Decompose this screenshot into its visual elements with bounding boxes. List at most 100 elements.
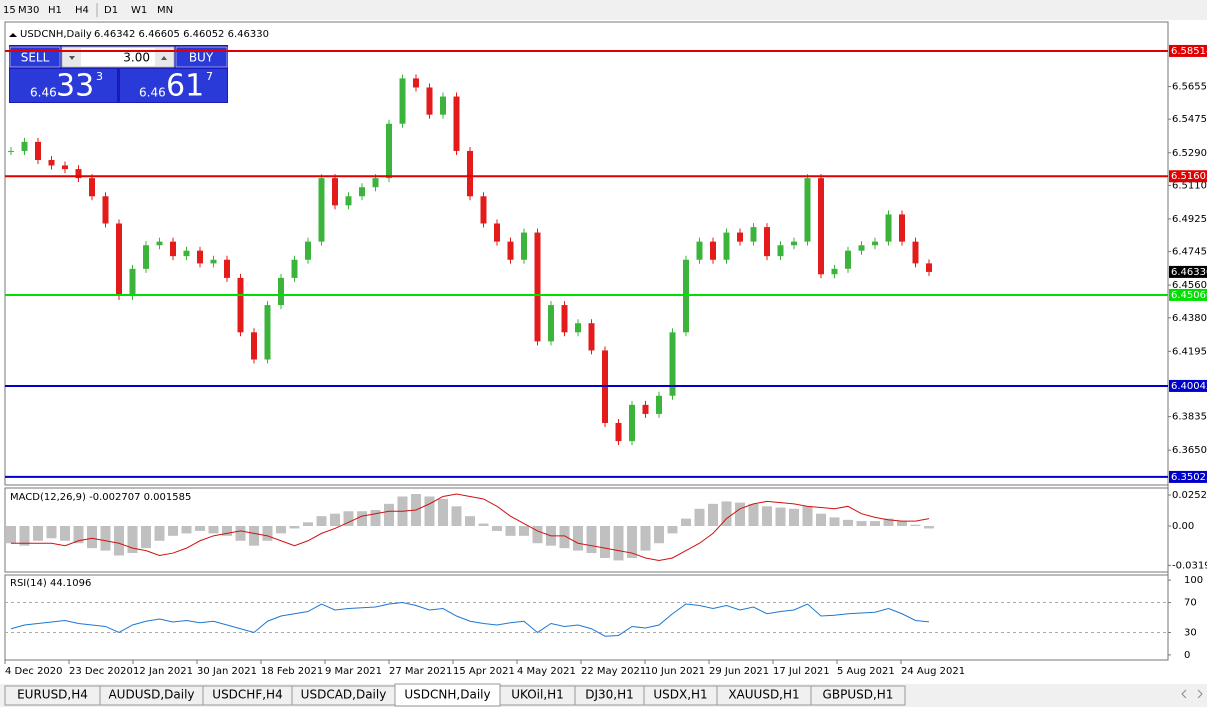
timeframe-button[interactable]: H4: [75, 5, 89, 16]
tab-label[interactable]: EURUSD,H4: [17, 688, 88, 702]
tab-label[interactable]: GBPUSD,H1: [823, 688, 894, 702]
timeframe-button[interactable]: 15: [3, 5, 16, 16]
macd-bar: [181, 526, 192, 534]
tab-label[interactable]: XAUUSD,H1: [728, 688, 799, 702]
macd-bar: [195, 526, 205, 531]
macd-bar: [235, 526, 246, 541]
macd-bar: [168, 526, 178, 536]
current-price-label: 6.46330: [1171, 267, 1207, 278]
date-label: 4 Dec 2020: [5, 666, 63, 677]
macd-bar: [141, 526, 151, 549]
tab-label[interactable]: UKOil,H1: [511, 688, 564, 702]
timeframe-button[interactable]: H1: [48, 5, 62, 16]
lots-input[interactable]: [61, 46, 175, 68]
macd-bar: [721, 501, 732, 527]
level-label: 6.58514: [1171, 46, 1207, 57]
timeframe-button[interactable]: M30: [18, 5, 39, 16]
candle: [818, 178, 824, 275]
candle: [885, 214, 892, 242]
tab-label[interactable]: USDCAD,Daily: [301, 688, 387, 702]
macd-bar: [370, 510, 381, 527]
candle: [899, 214, 905, 242]
timeframe-button[interactable]: W1: [131, 5, 147, 16]
tab-label[interactable]: AUDUSD,Daily: [108, 688, 194, 702]
y-tick-label: 6.43800: [1172, 313, 1207, 324]
macd-bar: [708, 503, 718, 527]
level-label: 6.35025: [1171, 472, 1207, 483]
macd-bar: [897, 521, 907, 527]
sell-label[interactable]: SELL: [21, 51, 50, 65]
level-label-bg: [1169, 288, 1207, 301]
candle: [467, 150, 473, 197]
lots-value[interactable]: 3.00: [123, 51, 150, 65]
candle: [791, 241, 797, 246]
candle: [831, 268, 838, 275]
candle: [912, 241, 919, 264]
tab-label[interactable]: USDX,H1: [653, 688, 707, 702]
macd-bar: [532, 526, 543, 544]
macd-bar: [667, 526, 678, 534]
candle: [237, 277, 244, 333]
y-tick-label: 6.36500: [1172, 445, 1207, 456]
bid-box[interactable]: [10, 69, 117, 102]
date-label: 23 Dec 2020: [69, 666, 133, 677]
macd-bar: [762, 506, 772, 527]
toolbar-bg: [0, 0, 1207, 20]
level-label-bg: [1169, 170, 1207, 183]
candle: [858, 245, 865, 251]
macd-bar: [519, 526, 529, 536]
date-label: 30 Jan 2021: [197, 666, 257, 677]
candle: [75, 169, 82, 179]
macd-bar: [127, 526, 138, 554]
buy-button[interactable]: [175, 46, 228, 68]
tab-label[interactable]: USDCNH,Daily: [404, 688, 490, 702]
ask-big: 6.46: [139, 86, 166, 100]
macd-bar: [856, 521, 867, 527]
candle: [453, 96, 460, 151]
candle: [669, 332, 676, 396]
rsi-tick-label: 30: [1184, 627, 1197, 638]
macd-bar: [816, 513, 826, 527]
candle: [521, 232, 527, 260]
candle: [710, 241, 716, 260]
macd-bar: [802, 506, 813, 527]
timeframe-button[interactable]: D1: [104, 5, 118, 16]
tab[interactable]: [810, 685, 906, 706]
macd-bar: [789, 508, 799, 527]
sell-button[interactable]: [9, 46, 61, 68]
macd-bar: [87, 526, 97, 549]
ask-box[interactable]: [120, 69, 227, 102]
current-price-bg: [1169, 265, 1207, 278]
candle: [575, 323, 581, 333]
macd-bar: [330, 513, 340, 527]
macd-bar: [249, 526, 259, 546]
candle: [872, 241, 878, 246]
scroll-right[interactable]: [1197, 689, 1203, 699]
macd-bar: [478, 523, 489, 527]
chart-quote: 6.46342 6.46605 6.46052 6.46330: [94, 29, 269, 40]
candle: [116, 223, 122, 297]
candle: [426, 87, 433, 115]
scroll-left[interactable]: [1181, 689, 1187, 699]
candle: [629, 404, 635, 442]
y-tick-label: 6.47450: [1172, 247, 1207, 258]
macd-tick-label: 0.00: [1172, 521, 1194, 532]
tab-label[interactable]: DJ30,H1: [585, 688, 634, 702]
candle: [8, 150, 14, 152]
candle: [35, 141, 41, 161]
ask-sup: 7: [206, 70, 213, 83]
level-label: 6.51605: [1171, 171, 1207, 182]
buy-label[interactable]: BUY: [189, 51, 214, 65]
macd-bar: [19, 526, 30, 546]
date-label: 27 Mar 2021: [389, 666, 452, 677]
up-arrow: [161, 56, 167, 60]
y-tick-label: 6.51100: [1172, 180, 1207, 191]
candle: [440, 96, 446, 115]
macd-bar: [451, 506, 462, 527]
tab-label[interactable]: USDCHF,H4: [212, 688, 282, 702]
macd-bar: [600, 526, 610, 558]
timeframe-button[interactable]: MN: [157, 5, 173, 16]
macd-bar: [924, 526, 934, 529]
